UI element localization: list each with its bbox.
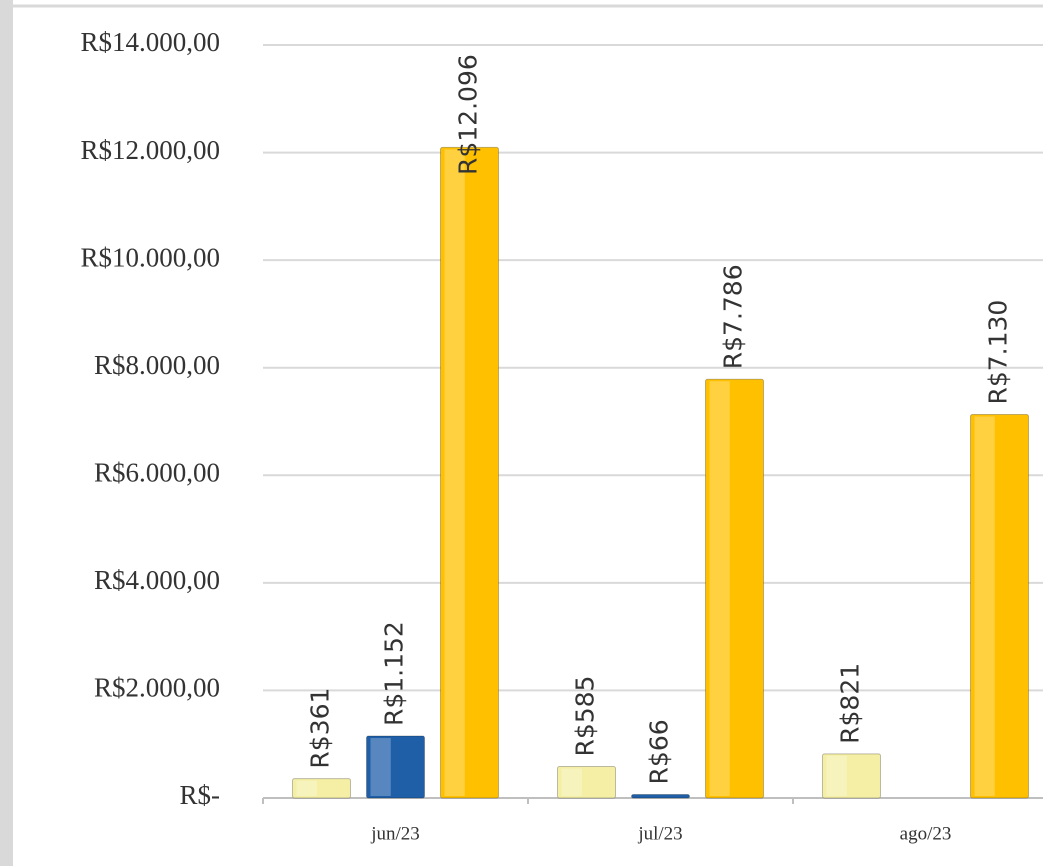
bar-shine	[444, 149, 465, 796]
value-label: R$821	[836, 663, 865, 744]
y-tick-label: R$4.000,00	[94, 565, 220, 595]
bar	[366, 735, 425, 799]
bar-shine	[826, 755, 847, 796]
value-label: R$12.096	[454, 54, 483, 175]
bar	[631, 793, 690, 799]
value-label: R$7.130	[984, 300, 1013, 405]
bar	[557, 766, 616, 799]
bar-shine	[709, 381, 730, 796]
y-tick-label: R$2.000,00	[94, 673, 220, 703]
bar	[705, 378, 764, 799]
bar-shine	[561, 768, 582, 796]
bar	[822, 753, 881, 799]
value-label: R$1.152	[380, 621, 409, 726]
value-label: R$585	[571, 676, 600, 757]
y-tick-label: R$14.000,00	[80, 27, 220, 57]
bar	[292, 778, 351, 799]
x-tick-label: ago/23	[900, 823, 952, 844]
x-tick-label: jul/23	[637, 823, 682, 844]
value-label: R$66	[645, 719, 674, 784]
left-border	[0, 0, 13, 866]
bar-shine	[296, 780, 317, 796]
bar-shine	[974, 416, 995, 796]
y-tick-label: R$6.000,00	[94, 457, 220, 487]
y-tick-label: R$-	[180, 780, 221, 810]
y-tick-label: R$10.000,00	[80, 242, 220, 272]
bar	[440, 146, 499, 799]
y-tick-label: R$8.000,00	[94, 350, 220, 380]
bar-shine	[370, 738, 391, 796]
y-tick-label: R$12.000,00	[80, 135, 220, 165]
x-tick-label: jun/23	[370, 823, 420, 844]
bar	[970, 414, 1029, 799]
value-label: R$7.786	[719, 264, 748, 369]
value-label: R$361	[306, 688, 335, 769]
